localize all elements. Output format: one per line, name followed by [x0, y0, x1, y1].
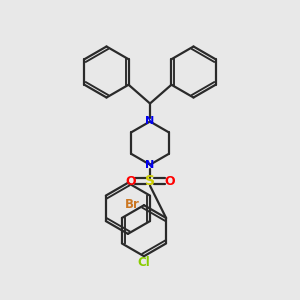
Text: Br: Br — [125, 198, 140, 211]
Text: N: N — [146, 160, 154, 170]
Text: N: N — [146, 116, 154, 127]
Text: Cl: Cl — [138, 256, 150, 269]
Text: O: O — [164, 175, 175, 188]
Text: S: S — [145, 174, 155, 188]
Text: O: O — [125, 175, 136, 188]
